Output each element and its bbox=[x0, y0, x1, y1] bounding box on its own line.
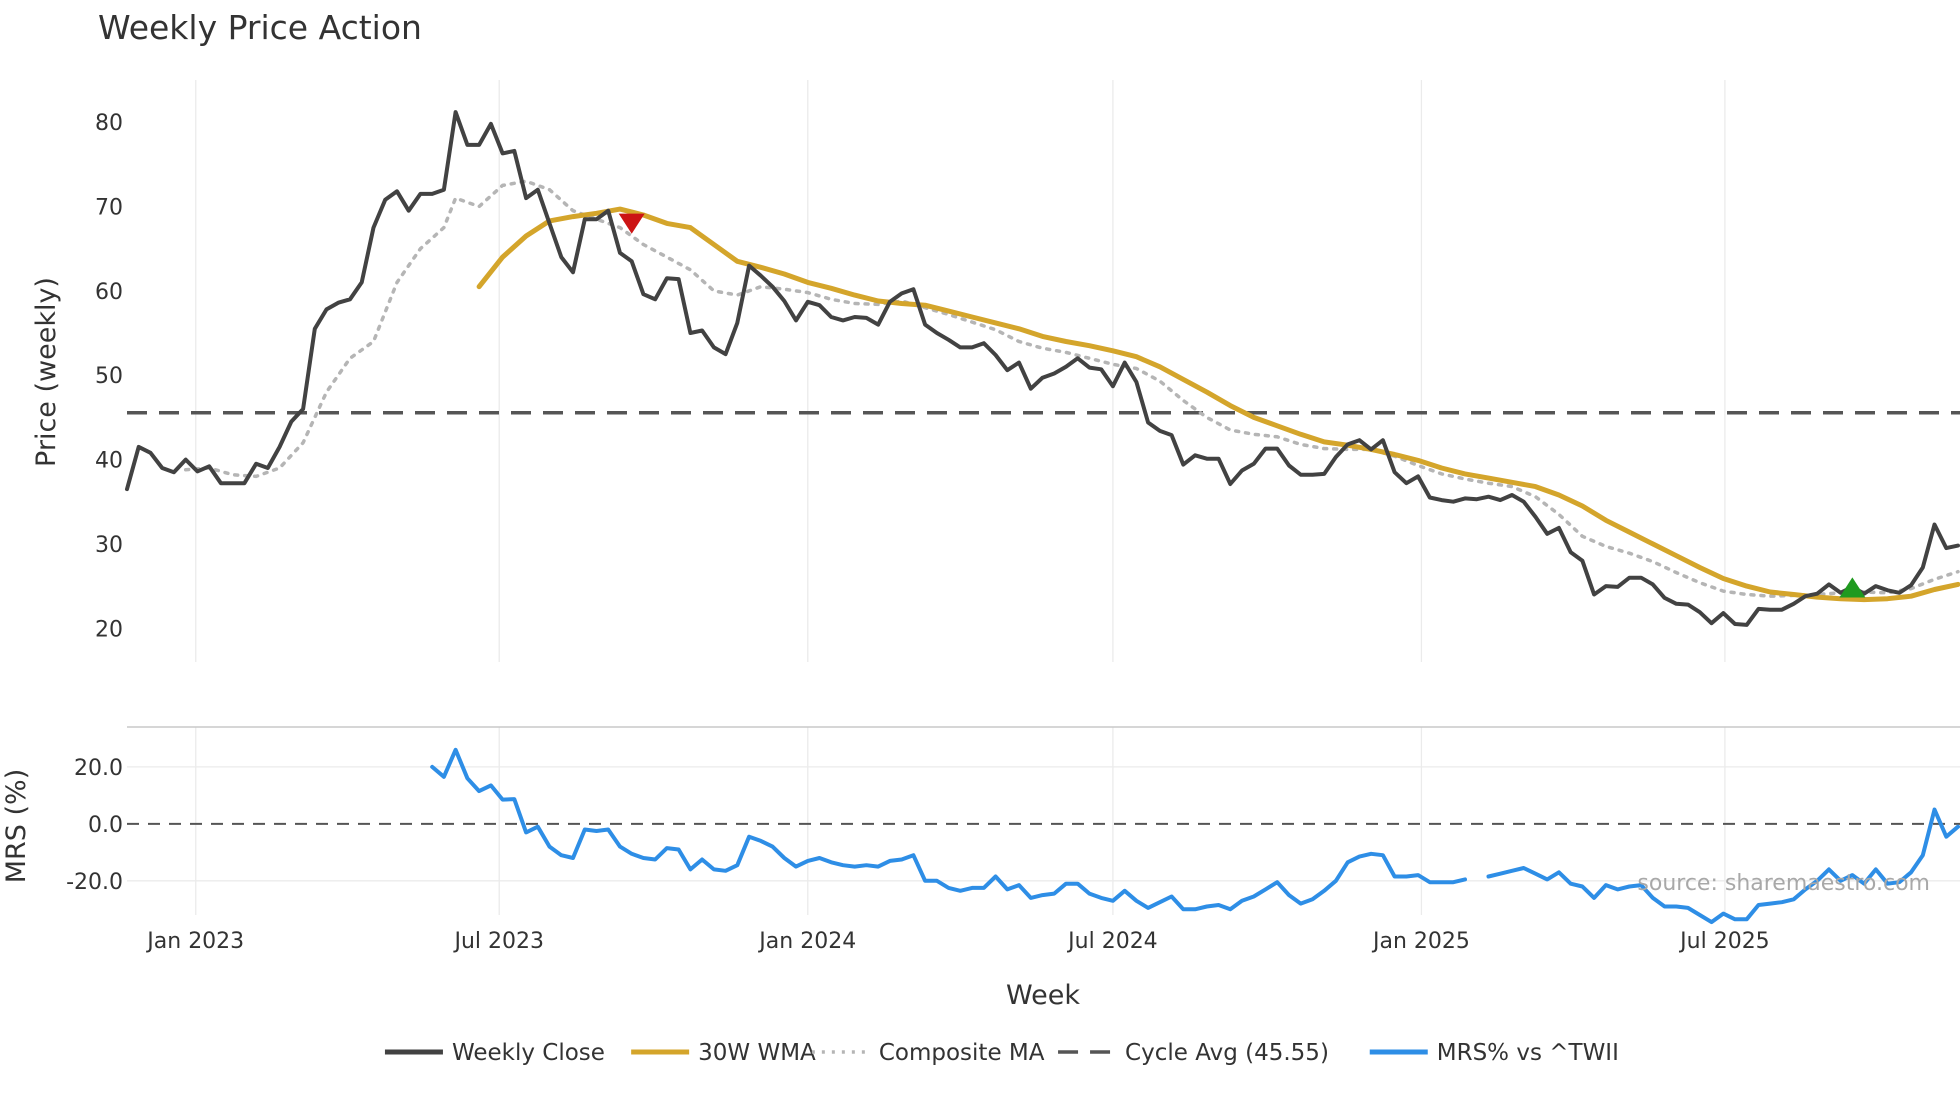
price-axis-label: Price (weekly) bbox=[31, 277, 62, 467]
mrs-y-tick: 20.0 bbox=[74, 756, 123, 781]
x-tick-label: Jul 2025 bbox=[1678, 929, 1770, 954]
price-y-tick: 70 bbox=[95, 196, 123, 221]
price-y-tick: 30 bbox=[95, 533, 123, 558]
x-tick-label: Jan 2025 bbox=[1371, 929, 1470, 954]
mrs-y-tick: 0.0 bbox=[88, 813, 123, 838]
x-tick-label: Jul 2024 bbox=[1066, 929, 1158, 954]
price-y-tick: 50 bbox=[95, 364, 123, 389]
x-axis-label: Week bbox=[1006, 980, 1080, 1011]
mrs-line bbox=[430, 747, 1467, 912]
legend-label: MRS% vs ^TWII bbox=[1437, 1040, 1619, 1066]
price-y-tick: 40 bbox=[95, 449, 123, 474]
legend-label: Cycle Avg (45.55) bbox=[1125, 1040, 1329, 1066]
x-tick-label: Jan 2024 bbox=[757, 929, 856, 954]
mrs-y-tick: -20.0 bbox=[66, 870, 123, 895]
price-y-tick: 20 bbox=[95, 617, 123, 642]
price-y-tick: 80 bbox=[95, 111, 123, 136]
grid-layer bbox=[195, 80, 1726, 915]
wma-30w-line bbox=[476, 206, 1960, 603]
price-panel: 20 30 40 50 60 70 80 bbox=[95, 110, 1960, 642]
weekly-close-line bbox=[125, 110, 1960, 627]
x-axis: Jan 2023 Jul 2023 Jan 2024 Jul 2024 Jan 2025… bbox=[145, 929, 1769, 954]
legend-label: Weekly Close bbox=[452, 1040, 605, 1066]
mrs-panel: 20.0 0.0 -20.0 bbox=[66, 726, 1960, 925]
legend: Weekly Close 30W WMA Composite MA Cycle Avg… bbox=[384, 1040, 1619, 1066]
x-tick-label: Jul 2023 bbox=[452, 929, 544, 954]
composite-ma-line bbox=[183, 179, 1960, 598]
legend-label: 30W WMA bbox=[698, 1040, 816, 1066]
source-note: source: sharemaestro.com bbox=[1637, 871, 1930, 896]
mrs-line bbox=[1486, 807, 1960, 925]
buy-signal-marker bbox=[1839, 577, 1866, 598]
legend-label: Composite MA bbox=[879, 1040, 1045, 1066]
mrs-axis-label: MRS (%) bbox=[1, 769, 32, 884]
chart-title: Weekly Price Action bbox=[98, 8, 422, 47]
sell-signal-marker bbox=[618, 213, 645, 234]
x-tick-label: Jan 2023 bbox=[145, 929, 244, 954]
price-y-tick: 60 bbox=[95, 280, 123, 305]
